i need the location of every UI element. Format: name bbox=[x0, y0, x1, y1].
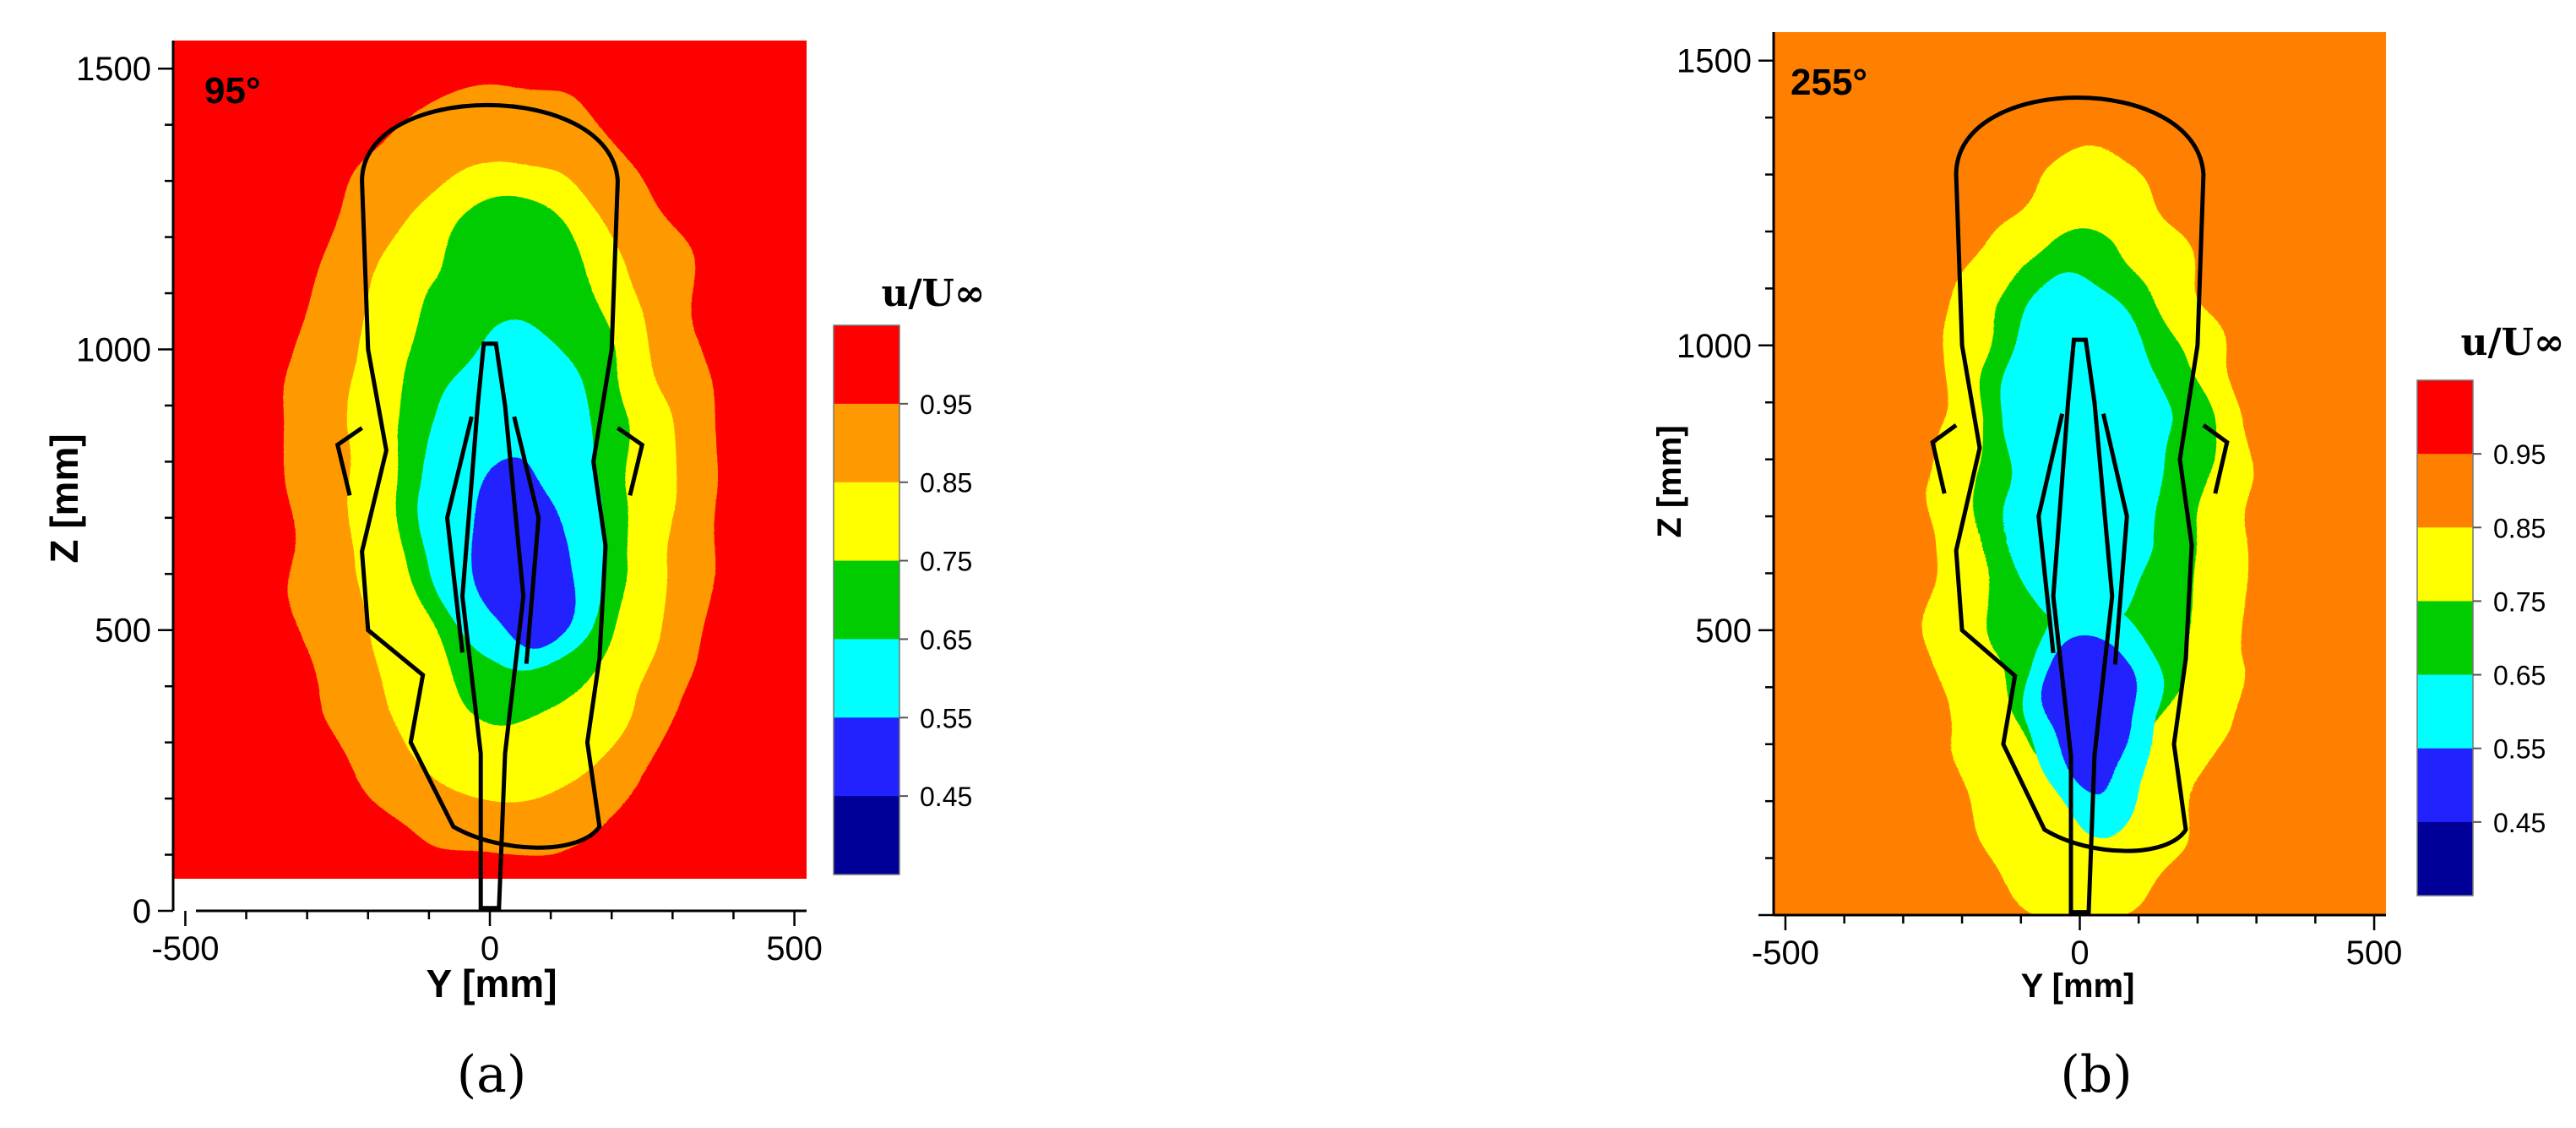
x-tick-label: -500 bbox=[1752, 935, 1819, 972]
colorbar-segment bbox=[834, 717, 899, 797]
colorbar-level-label: 0.75 bbox=[2493, 586, 2546, 617]
contour-level-4 bbox=[2050, 641, 2133, 779]
rider-legs-outline bbox=[2036, 413, 2129, 665]
colorbar-segment bbox=[834, 482, 899, 562]
contour-level-4 bbox=[474, 455, 573, 658]
x-tick-label: 500 bbox=[766, 930, 823, 967]
colorbar-level-label: 0.45 bbox=[2493, 808, 2546, 838]
y-tick-label: 500 bbox=[1695, 613, 1752, 650]
y-axis-title-b: Z [mm] bbox=[1651, 425, 1688, 537]
contour-level-2 bbox=[1997, 276, 2163, 642]
colorbar-level-label: 0.65 bbox=[920, 624, 972, 655]
colorbar-segment bbox=[834, 325, 899, 405]
colorbar-segment bbox=[2417, 380, 2473, 455]
colorbar-frame bbox=[833, 324, 900, 875]
x-tick-label: 0 bbox=[481, 930, 499, 967]
colorbar-level-label: 0.85 bbox=[2493, 513, 2546, 543]
panel-caption-b: (b) bbox=[2060, 1045, 2132, 1104]
bicycle-outline bbox=[2051, 337, 2115, 915]
colorbar-b: 0.95 0.85 0.75 0.65 0.55 0.45 bbox=[2416, 379, 2546, 896]
y-tick-label: 1000 bbox=[1677, 328, 1752, 365]
rider-body-outline bbox=[1954, 95, 2206, 853]
colorbar-level-label: 0.55 bbox=[920, 703, 972, 733]
colorbar-level-label: 0.45 bbox=[920, 782, 972, 812]
contour-plot-a bbox=[173, 41, 807, 879]
colorbar-level-label: 0.55 bbox=[2493, 734, 2546, 765]
colorbar-segment bbox=[2417, 821, 2473, 896]
axes-b: -500 0 500 500 1000 1500 bbox=[1677, 32, 2402, 972]
colorbar-segment bbox=[2417, 601, 2473, 676]
y-tick-label: 0 bbox=[133, 893, 151, 930]
colorbar-level-label: 0.85 bbox=[920, 468, 972, 499]
angle-label-b: 255° bbox=[1791, 62, 1867, 103]
x-tick-label: 500 bbox=[2346, 935, 2403, 972]
cyclist-outline-a bbox=[334, 102, 645, 911]
colorbar-title-b: u/U∞ bbox=[2460, 321, 2564, 364]
bicycle-outline bbox=[459, 341, 526, 911]
colorbar-a: 0.95 0.85 0.75 0.65 0.55 0.45 bbox=[833, 324, 972, 875]
contour-field bbox=[173, 41, 807, 879]
colorbar-segment bbox=[2417, 674, 2473, 749]
x-axis-title-a: Y [mm] bbox=[426, 962, 557, 1005]
rider-arms-outline bbox=[1930, 423, 2230, 494]
y-tick-label: 1500 bbox=[1677, 43, 1752, 80]
colorbar-level-label: 0.95 bbox=[2493, 439, 2546, 470]
x-tick-label: -500 bbox=[151, 930, 219, 967]
cyclist-outline-b bbox=[1930, 95, 2230, 915]
y-tick-label: 1500 bbox=[76, 51, 151, 88]
colorbar-segment bbox=[2417, 454, 2473, 528]
colorbar-segment bbox=[2417, 748, 2473, 823]
colorbar-frame bbox=[2416, 379, 2474, 896]
rider-body-outline bbox=[360, 102, 620, 850]
colorbar-title-a: u/U∞ bbox=[881, 272, 985, 315]
colorbar-segment bbox=[834, 560, 899, 640]
colorbar-level-label: 0.95 bbox=[920, 390, 972, 420]
y-tick-label: 500 bbox=[95, 613, 151, 650]
x-axis-title-b: Y [mm] bbox=[2021, 967, 2135, 1005]
x-tick-label: 0 bbox=[2070, 935, 2089, 972]
colorbar-segment bbox=[2417, 527, 2473, 602]
contour-field bbox=[1774, 32, 2386, 915]
panel-caption-a: (a) bbox=[457, 1045, 527, 1104]
angle-label-a: 95° bbox=[204, 70, 261, 112]
colorbar-level-label: 0.75 bbox=[920, 547, 972, 577]
rider-arms-outline bbox=[334, 426, 645, 496]
colorbar-level-label: 0.65 bbox=[2493, 661, 2546, 691]
colorbar-segment bbox=[834, 403, 899, 483]
contour-plot-b bbox=[1774, 32, 2386, 915]
colorbar-segment bbox=[834, 796, 899, 875]
rider-legs-outline bbox=[444, 416, 541, 664]
y-axis-title-a: Z [mm] bbox=[42, 433, 86, 563]
y-tick-label: 1000 bbox=[76, 331, 151, 368]
colorbar-segment bbox=[834, 639, 899, 718]
panel-b: -500 0 500 500 1000 1500 255° Y [mm] Z [mm] 0… bbox=[1651, 32, 2565, 1104]
